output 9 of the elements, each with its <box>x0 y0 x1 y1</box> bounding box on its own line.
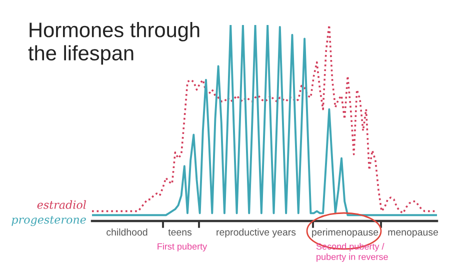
text: menopause <box>388 230 438 238</box>
text: reproductive years <box>216 228 296 238</box>
text: First puberty <box>158 243 208 252</box>
series-label: estradiol <box>37 200 86 209</box>
series-label: progesterone <box>12 216 86 226</box>
text: perimenopause <box>312 228 378 238</box>
text: teens <box>168 229 192 236</box>
text: childhood <box>106 228 148 236</box>
chart-title: Hormones through the lifespan <box>28 22 200 65</box>
